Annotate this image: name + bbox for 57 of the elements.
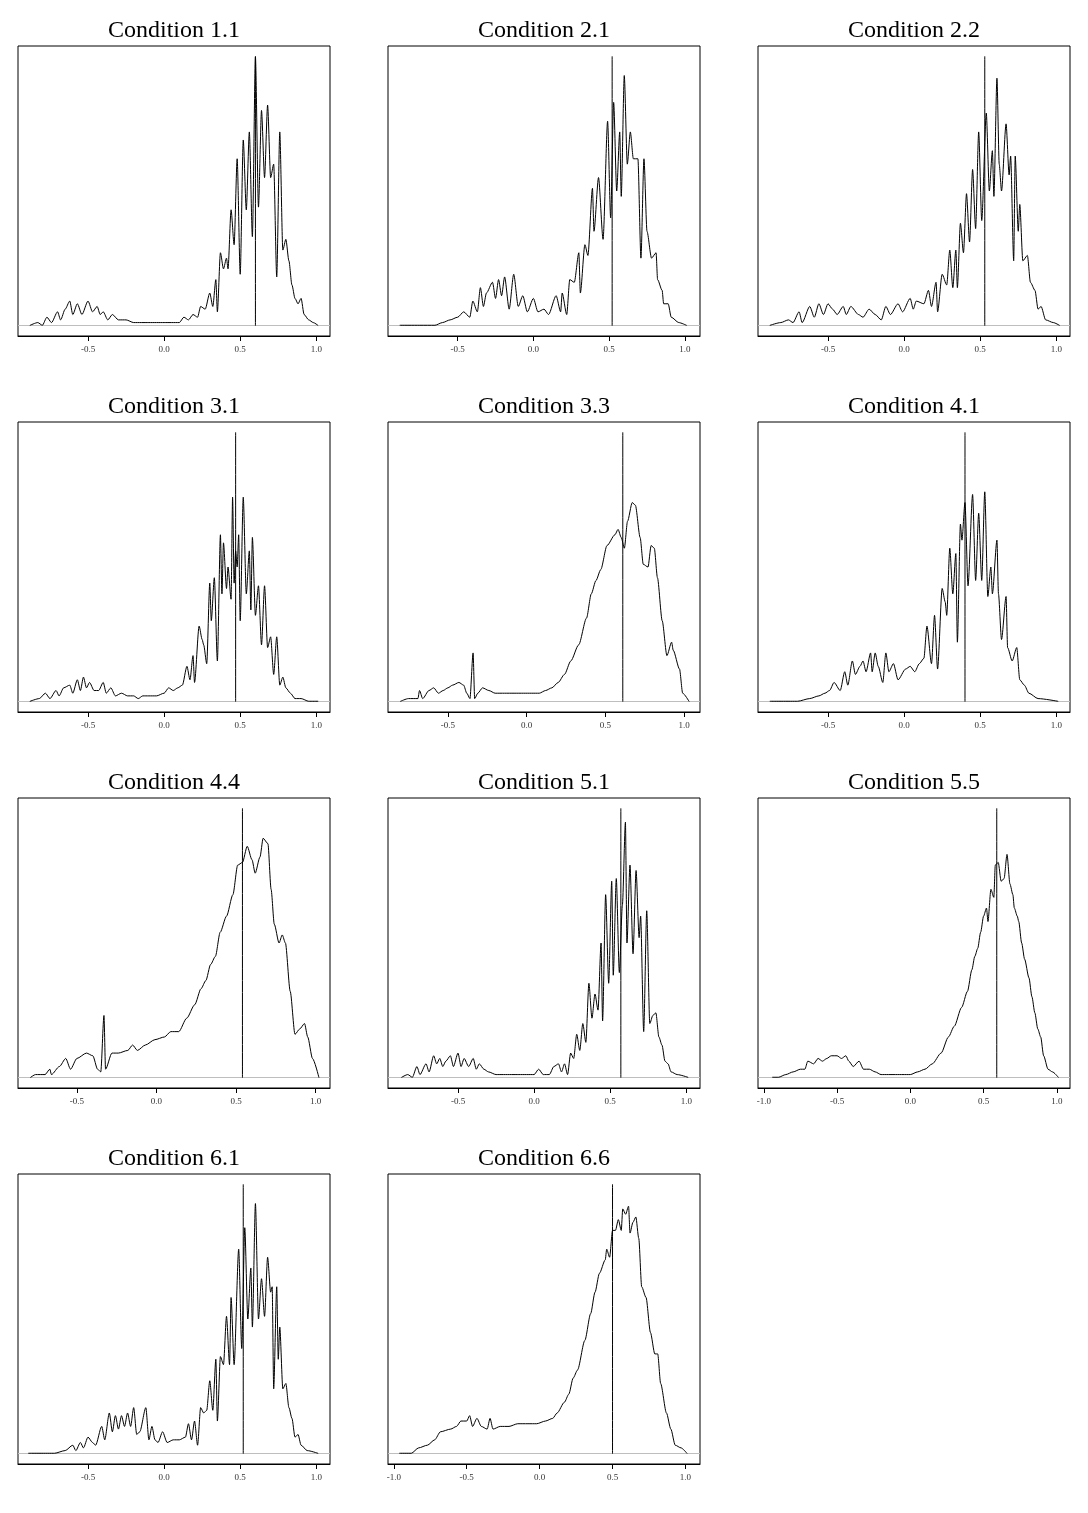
x-tick-label: 0.0	[534, 1471, 546, 1482]
x-tick-label: 0.5	[234, 1471, 247, 1482]
chart-title: Condition 2.1	[477, 16, 611, 42]
x-tick-label: -0.5	[80, 343, 96, 354]
x-tick-label: 1.0	[678, 719, 691, 730]
x-tick-label: 0.5	[603, 343, 616, 354]
x-tick-label: -0.5	[69, 1095, 85, 1106]
x-tick-label: -0.5	[820, 343, 836, 354]
x-tick-label: 1.0	[1050, 719, 1063, 730]
x-tick-label: 0.0	[521, 719, 533, 730]
x-tick-label: 0.0	[150, 1095, 163, 1106]
x-tick-label: 0.0	[898, 719, 911, 730]
chart-title: Condition 4.4	[107, 768, 241, 794]
x-tick-label: 0.5	[604, 1095, 617, 1106]
x-tick-label: 0.5	[974, 343, 987, 354]
x-tick-label: -0.5	[459, 1471, 475, 1482]
chart-title: Condition 6.6	[477, 1144, 611, 1170]
chart-title: Condition 6.1	[107, 1144, 241, 1170]
x-tick-label: 0.0	[158, 1471, 171, 1482]
x-tick-label: 1.0	[679, 343, 691, 354]
chart-title: Condition 3.1	[107, 392, 241, 418]
x-tick-label: 0.0	[527, 343, 540, 354]
x-tick-label: 0.5	[599, 719, 612, 730]
x-tick-label: 0.0	[898, 343, 911, 354]
chart-title: Condition 4.1	[847, 392, 981, 418]
chart-title: Condition 3.3	[477, 392, 611, 418]
x-tick-label: 1.0	[310, 1471, 323, 1482]
chart-title: Condition 2.2	[847, 16, 981, 42]
x-tick-label: 1.0	[310, 719, 323, 730]
x-tick-label: 0.5	[234, 719, 247, 730]
x-tick-label: -0.5	[440, 719, 456, 730]
x-tick-label: 1.0	[310, 343, 323, 354]
x-tick-label: 0.5	[230, 1095, 243, 1106]
chart-title: Condition 5.5	[847, 768, 981, 794]
x-tick-label: 1.0	[680, 1095, 693, 1106]
x-tick-label: 1.0	[1050, 343, 1063, 354]
x-tick-label: -0.5	[450, 1095, 466, 1106]
x-tick-label: -1.0	[756, 1095, 772, 1106]
x-tick-label: -0.5	[450, 343, 466, 354]
x-tick-label: 0.5	[234, 343, 247, 354]
chart-title: Condition 5.1	[477, 768, 611, 794]
x-tick-label: -1.0	[386, 1471, 402, 1482]
x-tick-label: 0.0	[528, 1095, 541, 1106]
x-tick-label: 0.0	[904, 1095, 917, 1106]
x-tick-label: 0.5	[974, 719, 987, 730]
x-tick-label: 1.0	[310, 1095, 322, 1106]
x-tick-label: -0.5	[829, 1095, 845, 1106]
x-tick-label: 0.0	[158, 343, 171, 354]
x-tick-label: -0.5	[80, 1471, 96, 1482]
chart-title: Condition 1.1	[107, 16, 241, 42]
x-tick-label: -0.5	[820, 719, 836, 730]
x-tick-label: 0.0	[158, 719, 171, 730]
x-tick-label: 1.0	[679, 1471, 692, 1482]
x-tick-label: 1.0	[1051, 1095, 1063, 1106]
x-tick-label: -0.5	[80, 719, 96, 730]
x-tick-label: 0.5	[977, 1095, 990, 1106]
x-tick-label: 0.5	[606, 1471, 619, 1482]
